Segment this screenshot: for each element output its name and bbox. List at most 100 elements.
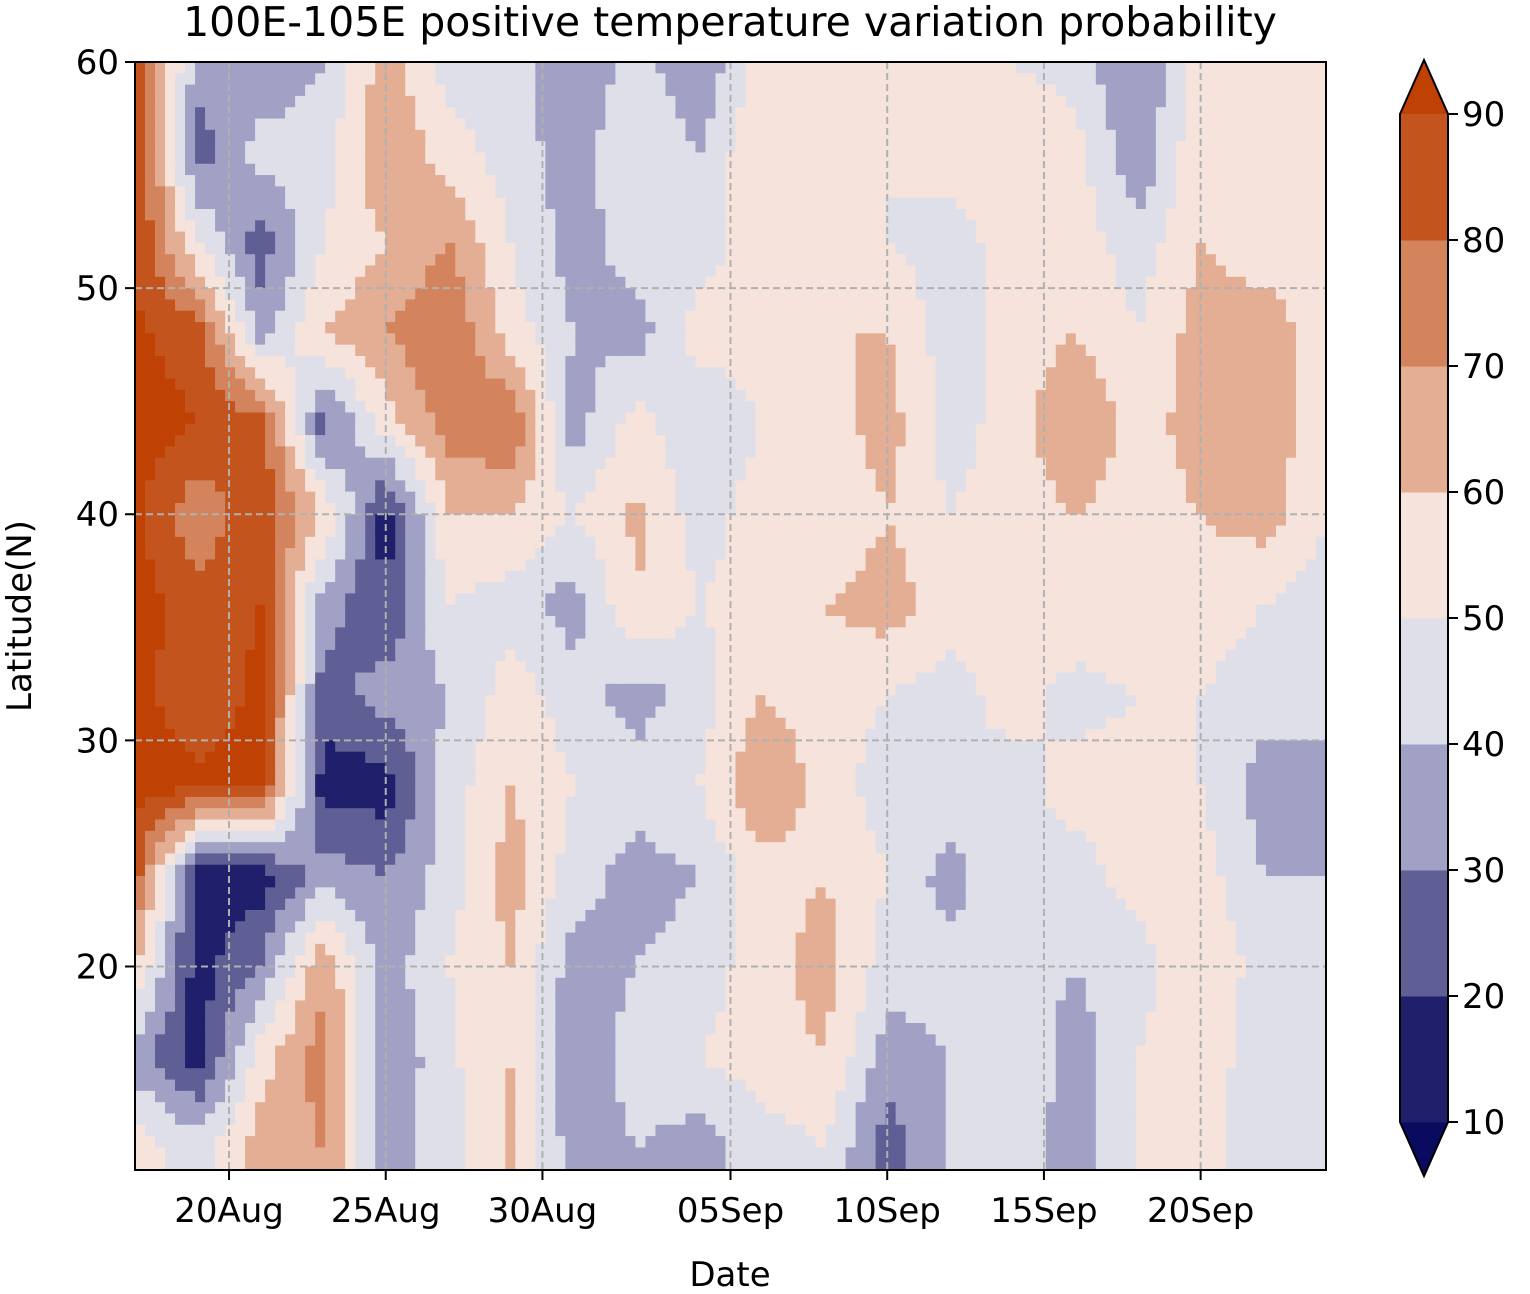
contour-cell — [815, 310, 827, 323]
contour-cell — [145, 242, 156, 255]
contour-cell — [1215, 367, 1227, 380]
contour-cell — [925, 525, 937, 538]
contour-cell — [185, 73, 196, 86]
contour-cell — [805, 322, 817, 334]
contour-cell — [465, 367, 476, 380]
contour-cell — [605, 299, 616, 312]
contour-cell — [375, 401, 386, 414]
contour-cell — [985, 220, 997, 233]
contour-cell — [185, 344, 196, 357]
contour-cell — [1245, 265, 1257, 278]
contour-cell — [405, 73, 416, 86]
contour-cell — [1185, 525, 1197, 538]
contour-cell — [445, 220, 456, 233]
contour-cell — [565, 84, 576, 97]
contour-cell — [345, 73, 356, 86]
contour-cell — [335, 299, 346, 312]
contour-cell — [1175, 175, 1187, 187]
contour-cell — [245, 95, 256, 108]
contour-cell — [845, 175, 857, 187]
contour-cell — [875, 62, 887, 74]
contour-cell — [1145, 525, 1157, 538]
contour-cell — [1045, 84, 1057, 97]
contour-cell — [475, 152, 486, 165]
contour-cell — [215, 378, 226, 391]
contour-cell — [665, 469, 677, 481]
contour-cell — [755, 186, 767, 199]
contour-cell — [145, 141, 156, 154]
contour-cell — [515, 457, 526, 470]
contour-cell — [1155, 378, 1167, 391]
contour-cell — [935, 502, 947, 515]
contour-cell — [225, 186, 236, 199]
contour-cell — [675, 129, 687, 142]
contour-cell — [675, 73, 687, 86]
contour-cell — [1095, 118, 1107, 131]
contour-cell — [955, 412, 967, 425]
contour-cell — [665, 186, 677, 199]
contour-cell — [595, 220, 606, 233]
contour-cell — [295, 152, 306, 165]
contour-cell — [295, 73, 306, 86]
contour-cell — [315, 412, 326, 425]
contour-cell — [935, 299, 947, 312]
contour-cell — [1315, 333, 1326, 346]
contour-cell — [675, 254, 687, 267]
contour-cell — [1205, 367, 1217, 380]
contour-cell — [965, 310, 977, 323]
contour-cell — [805, 197, 817, 210]
contour-cell — [1135, 220, 1147, 233]
contour-cell — [965, 480, 977, 493]
contour-cell — [565, 220, 576, 233]
contour-cell — [1005, 95, 1017, 108]
contour-cell — [795, 423, 807, 436]
contour-cell — [1295, 220, 1307, 233]
contour-cell — [1095, 242, 1107, 255]
contour-cell — [265, 254, 276, 267]
contour-cell — [665, 231, 677, 244]
contour-cell — [655, 502, 667, 515]
contour-cell — [595, 95, 606, 108]
contour-cell — [1185, 412, 1197, 425]
contour-cell — [965, 367, 977, 380]
contour-cell — [855, 265, 867, 278]
contour-cell — [465, 175, 476, 187]
contour-cell — [1015, 412, 1027, 425]
contour-cell — [245, 288, 256, 301]
contour-cell — [425, 446, 436, 459]
contour-cell — [835, 502, 847, 515]
contour-cell — [935, 73, 947, 86]
contour-cell — [475, 367, 486, 380]
contour-cell — [865, 389, 877, 402]
contour-cell — [865, 288, 877, 301]
contour-cell — [1065, 502, 1077, 515]
contour-cell — [875, 310, 887, 323]
contour-cell — [685, 412, 697, 425]
contour-cell — [415, 378, 426, 391]
contour-cell — [845, 322, 857, 334]
contour-cell — [1105, 355, 1117, 368]
contour-cell — [1225, 62, 1237, 74]
contour-cell — [815, 469, 827, 481]
contour-cell — [1305, 220, 1317, 233]
contour-cell — [375, 299, 386, 312]
contour-cell — [695, 141, 707, 154]
contour-cell — [135, 107, 146, 120]
contour-cell — [685, 367, 697, 380]
contour-cell — [325, 514, 336, 527]
contour-cell — [1075, 152, 1087, 165]
contour-cell — [485, 276, 496, 289]
contour-cell — [875, 95, 887, 108]
contour-cell — [375, 95, 386, 108]
contour-cell — [1195, 152, 1207, 165]
contour-cell — [255, 197, 266, 210]
contour-cell — [245, 514, 256, 527]
contour-cell — [345, 525, 356, 538]
contour-cell — [965, 242, 977, 255]
contour-cell — [975, 333, 987, 346]
contour-cell — [455, 73, 466, 86]
contour-cell — [555, 389, 566, 402]
contour-cell — [1145, 502, 1157, 515]
contour-cell — [855, 231, 867, 244]
contour-cell — [645, 310, 657, 323]
